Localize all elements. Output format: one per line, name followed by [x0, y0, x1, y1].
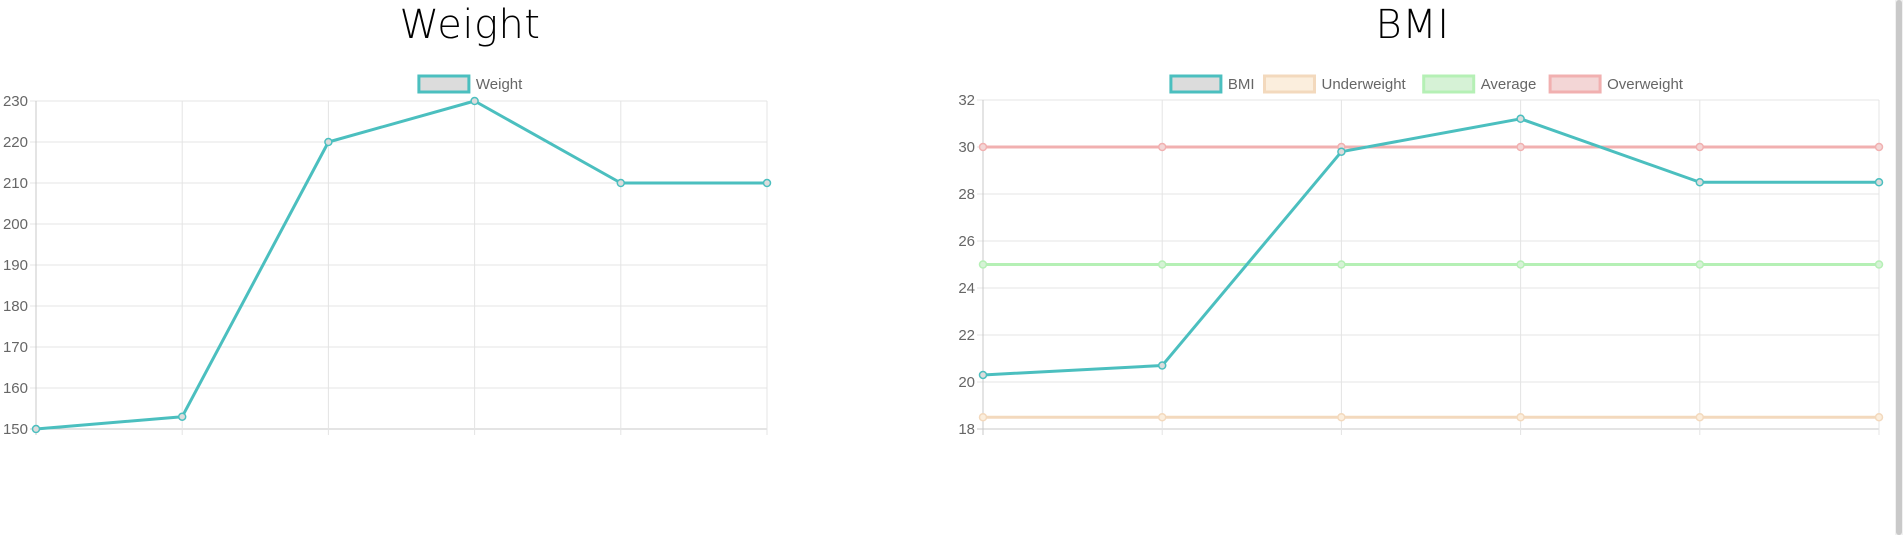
legend-swatch-overweight [1548, 74, 1602, 94]
data-point [470, 96, 479, 106]
data-point [31, 424, 41, 434]
weight-chart-title: Weight [399, 2, 541, 48]
y-tick-label: 22 [958, 327, 975, 344]
weight-chart: 150 160 170 180 190 200 210 220 230 Weight [3, 74, 772, 438]
legend-swatch-average [1422, 74, 1476, 94]
data-point [1337, 260, 1346, 269]
y-tick-label: 220 [3, 134, 28, 151]
scrollbar-thumb[interactable] [1896, 0, 1902, 535]
data-point [1695, 142, 1705, 152]
series-bmi [978, 114, 1884, 380]
data-point [616, 178, 626, 188]
data-point [1337, 147, 1346, 156]
data-point [1516, 114, 1525, 124]
data-point [1874, 142, 1884, 152]
data-point [324, 137, 333, 147]
data-point [1157, 142, 1167, 152]
series-average [978, 260, 1884, 269]
legend-swatch-underweight [1263, 74, 1316, 94]
vertical-scrollbar[interactable] [1895, 0, 1903, 535]
weight-chart-panel: Weight 150 160 170 180 190 200 210 220 230 Weight [0, 0, 940, 535]
y-tick-label: 160 [3, 380, 28, 397]
data-point [1516, 413, 1525, 422]
legend-swatch-bmi [1169, 74, 1223, 94]
bmi-chart-title: BMI [1375, 2, 1450, 48]
data-point [1337, 413, 1346, 422]
data-point [978, 413, 988, 422]
data-point [1157, 260, 1167, 269]
y-tick-label: 24 [958, 280, 975, 297]
series-line [35, 99, 767, 431]
data-point [177, 412, 187, 421]
y-tick-label: 32 [958, 92, 975, 109]
data-point [1516, 142, 1525, 152]
legend-swatch-weight [417, 74, 471, 94]
y-tick-label: 18 [958, 421, 975, 438]
legend-label-average: Average [1481, 76, 1537, 93]
data-point [1874, 413, 1884, 422]
data-point [1695, 178, 1705, 187]
legend-label-bmi: BMI [1228, 76, 1255, 93]
legend-label-underweight: Underweight [1322, 76, 1407, 93]
series-weight [31, 96, 772, 434]
y-tick-label: 26 [958, 233, 975, 250]
y-tick-label: 20 [958, 374, 975, 391]
y-tick-label: 150 [3, 421, 28, 438]
y-tick-label: 30 [958, 139, 975, 156]
data-point [978, 370, 988, 380]
series-underweight [978, 413, 1884, 422]
data-point [1695, 260, 1705, 269]
series-line [982, 117, 1879, 377]
data-point [978, 260, 988, 269]
y-tick-label: 200 [3, 216, 28, 233]
chart-grid: 150 160 170 180 190 200 210 220 230 [3, 93, 768, 438]
data-point [762, 178, 772, 188]
chart-legend: Weight [417, 74, 523, 94]
data-point [1695, 413, 1705, 422]
legend-label-overweight: Overweight [1607, 76, 1684, 93]
chart-legend: BMI Underweight Average Overweight [1169, 74, 1684, 94]
data-point [978, 142, 988, 152]
data-point [1157, 413, 1167, 422]
series-overweight [978, 142, 1884, 152]
y-tick-label: 210 [3, 175, 28, 192]
data-point [1874, 178, 1884, 187]
y-tick-label: 190 [3, 257, 28, 274]
y-tick-label: 180 [3, 298, 28, 315]
data-point [1157, 361, 1167, 370]
y-tick-label: 230 [3, 93, 28, 110]
data-point [1874, 260, 1884, 269]
bmi-chart: 18 20 22 24 26 28 30 32 BMI Underweight Average Ove… [958, 74, 1884, 438]
y-tick-label: 170 [3, 339, 28, 356]
legend-label-weight: Weight [476, 76, 523, 93]
data-point [1516, 260, 1525, 269]
y-tick-label: 28 [958, 186, 975, 203]
bmi-chart-panel: BMI 18 20 22 24 26 28 30 32 BMI Underweight Averag… [930, 0, 1895, 535]
